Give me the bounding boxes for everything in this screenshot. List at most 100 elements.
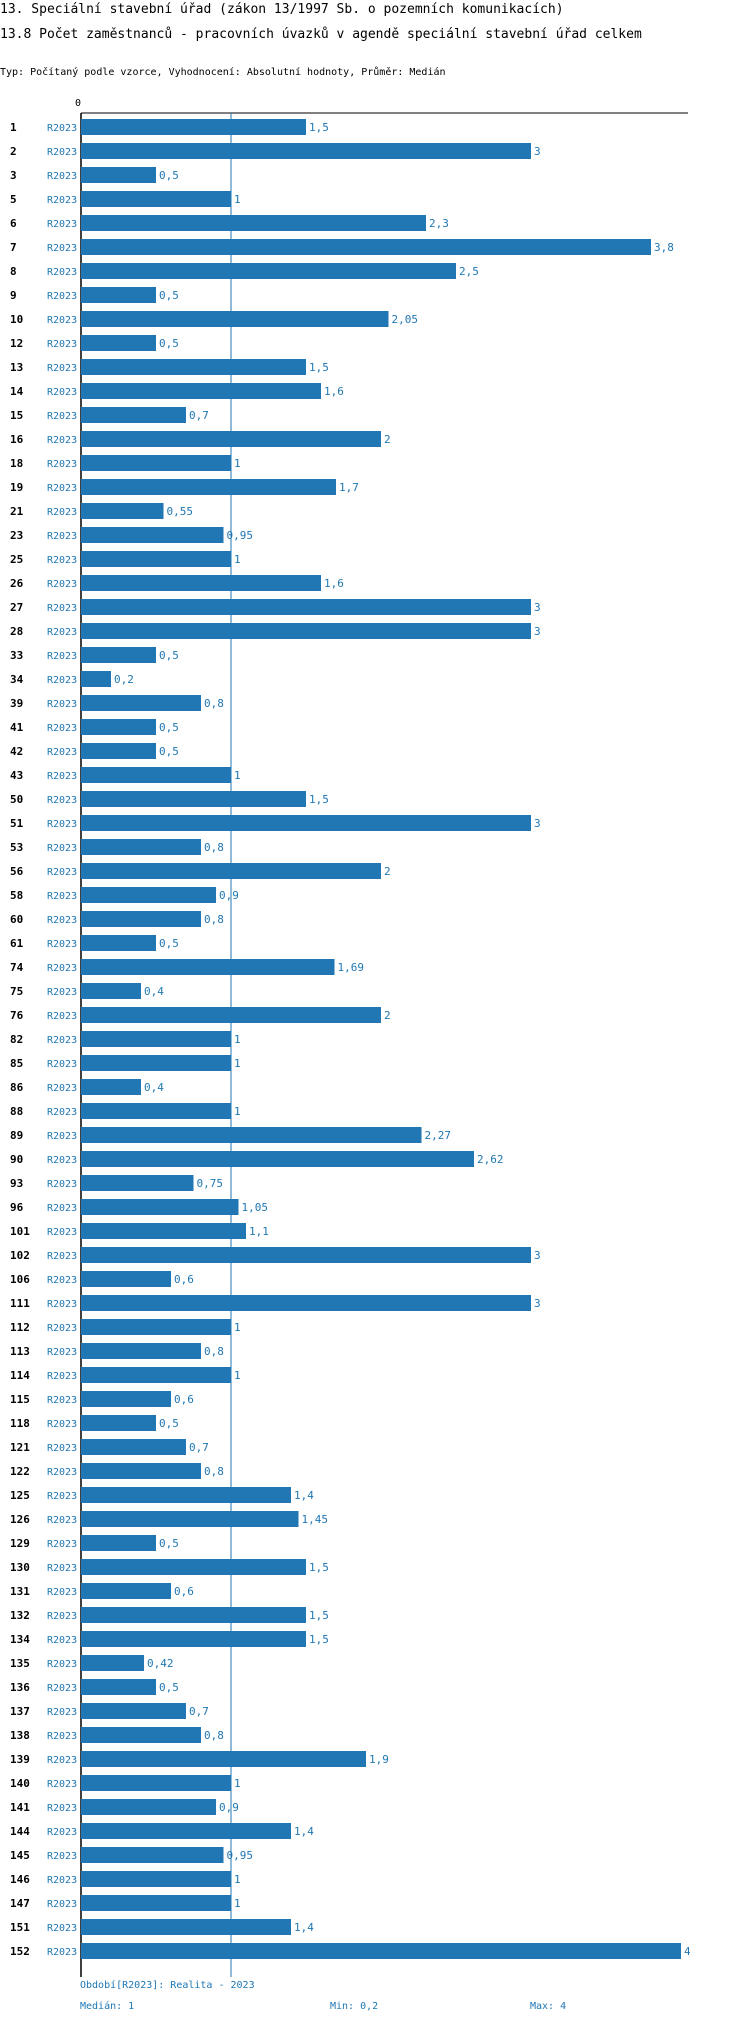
value-label: 1,4	[294, 1825, 314, 1838]
row-label: 90	[10, 1153, 23, 1166]
bar	[81, 1343, 201, 1359]
value-label: 1	[234, 1873, 241, 1886]
series-label: R2023	[47, 1491, 77, 1502]
bar	[81, 167, 156, 183]
value-label: 1,05	[242, 1201, 269, 1214]
series-label: R2023	[47, 603, 77, 614]
row-label: 134	[10, 1633, 30, 1646]
row-label: 115	[10, 1393, 30, 1406]
row-label: 122	[10, 1465, 30, 1478]
value-label: 0,7	[189, 1705, 209, 1718]
bar	[81, 887, 216, 903]
series-label: R2023	[47, 963, 77, 974]
row-label: 42	[10, 745, 23, 758]
bar	[81, 647, 156, 663]
row-label: 129	[10, 1537, 30, 1550]
series-label: R2023	[47, 1371, 77, 1382]
series-label: R2023	[47, 339, 77, 350]
value-label: 1,6	[324, 577, 344, 590]
series-label: R2023	[47, 747, 77, 758]
series-label: R2023	[47, 1731, 77, 1742]
series-label: R2023	[47, 555, 77, 566]
series-label: R2023	[47, 1779, 77, 1790]
row-label: 140	[10, 1777, 30, 1790]
value-label: 1,5	[309, 1633, 329, 1646]
row-label: 60	[10, 913, 23, 926]
series-label: R2023	[47, 435, 77, 446]
bar	[81, 911, 201, 927]
row-label: 13	[10, 361, 23, 374]
bar	[81, 335, 156, 351]
bar	[81, 1679, 156, 1695]
row-label: 111	[10, 1297, 30, 1310]
row-label: 85	[10, 1057, 23, 1070]
row-label: 15	[10, 409, 23, 422]
chart-subtitle: 13.8 Počet zaměstnanců - pracovních úvaz…	[0, 27, 642, 42]
series-label: R2023	[47, 1755, 77, 1766]
row-label: 23	[10, 529, 23, 542]
value-label: 0,7	[189, 409, 209, 422]
row-label: 147	[10, 1897, 30, 1910]
bar	[81, 191, 231, 207]
row-label: 6	[10, 217, 17, 230]
series-label: R2023	[47, 1131, 77, 1142]
series-label: R2023	[47, 1827, 77, 1838]
value-label: 0,8	[204, 1345, 224, 1358]
bar	[81, 1199, 239, 1215]
series-label: R2023	[47, 675, 77, 686]
row-label: 2	[10, 145, 17, 158]
series-label: R2023	[47, 411, 77, 422]
bar	[81, 1583, 171, 1599]
series-label: R2023	[47, 579, 77, 590]
bar	[81, 983, 141, 999]
bar	[81, 1823, 291, 1839]
series-label: R2023	[47, 819, 77, 830]
footer-max: Max: 4	[530, 2001, 567, 2012]
row-label: 27	[10, 601, 23, 614]
series-label: R2023	[47, 1707, 77, 1718]
chart-meta: Typ: Počítaný podle vzorce, Vyhodnocení:…	[0, 67, 446, 78]
row-label: 1	[10, 121, 17, 134]
value-label: 0,8	[204, 913, 224, 926]
value-label: 0,6	[174, 1273, 194, 1286]
value-label: 0,5	[159, 337, 179, 350]
row-label: 43	[10, 769, 23, 782]
series-label: R2023	[47, 1515, 77, 1526]
series-label: R2023	[47, 1947, 77, 1958]
row-label: 132	[10, 1609, 30, 1622]
value-label: 2,62	[477, 1153, 504, 1166]
bar	[81, 1535, 156, 1551]
bar	[81, 1319, 231, 1335]
bar	[81, 287, 156, 303]
value-label: 0,5	[159, 721, 179, 734]
row-label: 89	[10, 1129, 23, 1142]
value-label: 3	[534, 817, 541, 830]
bar	[81, 1247, 531, 1263]
value-label: 1	[234, 1321, 241, 1334]
series-label: R2023	[47, 1635, 77, 1646]
value-label: 0,5	[159, 1417, 179, 1430]
series-label: R2023	[47, 1851, 77, 1862]
series-label: R2023	[47, 483, 77, 494]
value-label: 3	[534, 601, 541, 614]
series-label: R2023	[47, 219, 77, 230]
value-label: 0,55	[167, 505, 194, 518]
value-label: 1	[234, 1057, 241, 1070]
row-label: 16	[10, 433, 24, 446]
value-label: 1,69	[338, 961, 365, 974]
series-label: R2023	[47, 1875, 77, 1886]
value-label: 3,8	[654, 241, 674, 254]
row-label: 25	[10, 553, 23, 566]
row-label: 82	[10, 1033, 23, 1046]
row-label: 146	[10, 1873, 30, 1886]
series-label: R2023	[47, 1251, 77, 1262]
series-label: R2023	[47, 1299, 77, 1310]
bar	[81, 1559, 306, 1575]
bar	[81, 1487, 291, 1503]
bar	[81, 671, 111, 687]
row-label: 136	[10, 1681, 30, 1694]
row-label: 138	[10, 1729, 30, 1742]
bar	[81, 1055, 231, 1071]
row-label: 26	[10, 577, 24, 590]
